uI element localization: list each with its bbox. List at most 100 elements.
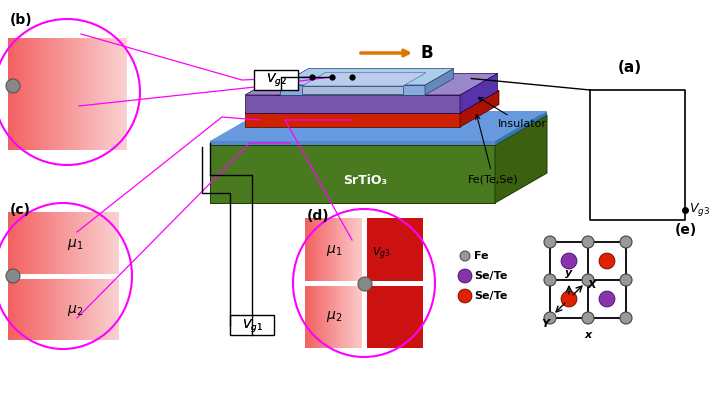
Bar — [92, 279, 94, 340]
Bar — [336, 218, 338, 281]
Bar — [32, 279, 34, 340]
Bar — [336, 286, 338, 348]
Bar — [81, 212, 84, 274]
Bar — [89, 212, 91, 274]
Bar — [316, 218, 318, 281]
Bar — [348, 218, 350, 281]
Bar — [85, 38, 86, 150]
Bar — [92, 212, 94, 274]
Bar — [326, 218, 328, 281]
Bar — [54, 212, 56, 274]
Bar — [339, 286, 341, 348]
Bar — [18, 38, 20, 150]
Bar — [12, 212, 14, 274]
Text: $V_{g2}$: $V_{g2}$ — [266, 72, 287, 88]
Bar — [67, 279, 69, 340]
Bar — [361, 286, 362, 348]
Bar — [30, 38, 32, 150]
Bar — [65, 212, 67, 274]
Bar — [112, 38, 113, 150]
Bar — [51, 38, 53, 150]
Bar — [21, 279, 23, 340]
Bar — [74, 279, 76, 340]
Polygon shape — [460, 73, 498, 113]
Bar — [49, 38, 51, 150]
Bar — [94, 38, 96, 150]
Bar — [55, 279, 58, 340]
Bar — [59, 279, 62, 340]
Bar — [349, 286, 351, 348]
Bar — [52, 212, 54, 274]
Bar — [101, 38, 103, 150]
Bar — [58, 212, 60, 274]
Bar — [12, 38, 14, 150]
Bar — [79, 279, 82, 340]
Bar — [332, 286, 334, 348]
Text: Se/Te: Se/Te — [474, 271, 508, 281]
Bar — [117, 38, 119, 150]
Bar — [338, 218, 340, 281]
Bar — [335, 218, 337, 281]
Bar — [78, 279, 80, 340]
Bar — [8, 38, 10, 150]
Bar — [310, 286, 311, 348]
Bar — [27, 38, 29, 150]
Bar — [15, 279, 18, 340]
Bar — [21, 212, 23, 274]
Bar — [80, 38, 82, 150]
Bar — [302, 86, 403, 94]
Polygon shape — [460, 90, 499, 127]
Bar — [29, 38, 31, 150]
Circle shape — [460, 251, 470, 261]
Text: (d): (d) — [307, 209, 330, 223]
Bar — [22, 38, 23, 150]
Bar — [71, 212, 73, 274]
Bar — [348, 286, 350, 348]
Bar — [39, 38, 41, 150]
Bar — [328, 218, 330, 281]
Bar — [37, 212, 40, 274]
Circle shape — [561, 253, 577, 269]
Circle shape — [561, 291, 577, 307]
Bar — [76, 279, 78, 340]
Bar — [35, 279, 38, 340]
Bar — [37, 38, 40, 150]
Bar — [367, 286, 423, 348]
Bar — [328, 286, 330, 348]
Text: B: B — [420, 44, 433, 62]
Text: $\mu_2$: $\mu_2$ — [326, 310, 342, 325]
Bar — [95, 38, 97, 150]
Polygon shape — [210, 115, 547, 145]
Bar — [99, 38, 102, 150]
Bar — [52, 279, 54, 340]
Bar — [45, 212, 47, 274]
Bar — [65, 279, 67, 340]
Bar — [50, 279, 53, 340]
Bar — [107, 38, 109, 150]
Bar — [22, 279, 25, 340]
Circle shape — [544, 236, 556, 248]
Bar — [345, 286, 347, 348]
Bar — [20, 38, 22, 150]
Bar — [341, 286, 343, 348]
Polygon shape — [210, 145, 495, 203]
Text: $V_{g2}$: $V_{g2}$ — [266, 72, 287, 88]
Bar — [17, 38, 19, 150]
Circle shape — [620, 312, 632, 324]
Circle shape — [582, 312, 594, 324]
Bar — [111, 212, 113, 274]
Bar — [89, 279, 91, 340]
Bar — [108, 38, 110, 150]
Bar — [35, 212, 38, 274]
Bar — [308, 218, 310, 281]
Bar — [50, 212, 53, 274]
Bar — [55, 212, 58, 274]
Bar — [125, 38, 127, 150]
Bar — [71, 279, 73, 340]
Bar — [358, 218, 360, 281]
Bar — [84, 38, 85, 150]
Bar — [333, 218, 336, 281]
Text: Fe: Fe — [474, 251, 488, 261]
Bar — [359, 218, 361, 281]
Bar — [14, 38, 16, 150]
